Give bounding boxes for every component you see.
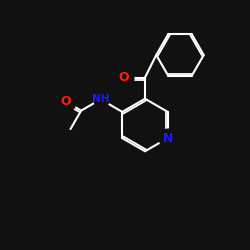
Text: N: N: [162, 132, 173, 144]
Text: O: O: [118, 71, 129, 84]
Text: O: O: [61, 95, 71, 108]
Text: NH: NH: [92, 94, 109, 104]
